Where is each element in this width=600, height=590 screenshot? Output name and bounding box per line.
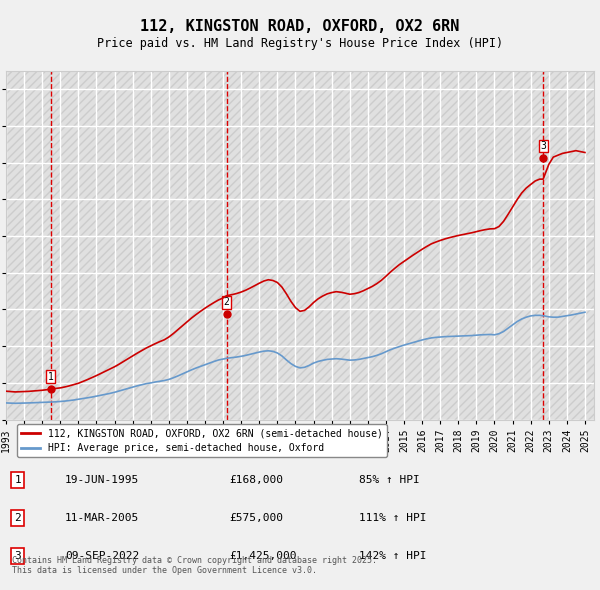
Text: £575,000: £575,000 bbox=[229, 513, 283, 523]
Text: 3: 3 bbox=[14, 551, 21, 561]
Text: £168,000: £168,000 bbox=[229, 475, 283, 485]
Text: 11-MAR-2005: 11-MAR-2005 bbox=[65, 513, 139, 523]
Text: Price paid vs. HM Land Registry's House Price Index (HPI): Price paid vs. HM Land Registry's House … bbox=[97, 37, 503, 50]
Text: 2: 2 bbox=[14, 513, 21, 523]
Text: 85% ↑ HPI: 85% ↑ HPI bbox=[359, 475, 419, 485]
Legend: 112, KINGSTON ROAD, OXFORD, OX2 6RN (semi-detached house), HPI: Average price, s: 112, KINGSTON ROAD, OXFORD, OX2 6RN (sem… bbox=[17, 424, 386, 457]
Text: 1: 1 bbox=[47, 372, 53, 382]
Text: 142% ↑ HPI: 142% ↑ HPI bbox=[359, 551, 426, 561]
Text: 3: 3 bbox=[540, 141, 546, 151]
Text: 19-JUN-1995: 19-JUN-1995 bbox=[65, 475, 139, 485]
Text: 2: 2 bbox=[224, 297, 229, 307]
Text: 09-SEP-2022: 09-SEP-2022 bbox=[65, 551, 139, 561]
Text: 1: 1 bbox=[14, 475, 21, 485]
Text: 111% ↑ HPI: 111% ↑ HPI bbox=[359, 513, 426, 523]
Text: 112, KINGSTON ROAD, OXFORD, OX2 6RN: 112, KINGSTON ROAD, OXFORD, OX2 6RN bbox=[140, 19, 460, 34]
Text: Contains HM Land Registry data © Crown copyright and database right 2025.
This d: Contains HM Land Registry data © Crown c… bbox=[12, 556, 377, 575]
Text: £1,425,000: £1,425,000 bbox=[229, 551, 297, 561]
